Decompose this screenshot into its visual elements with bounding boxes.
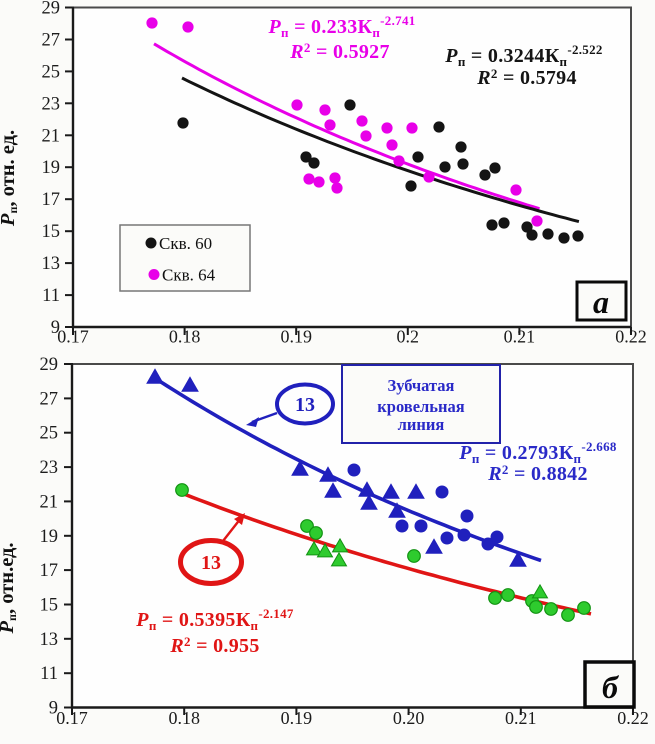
svg-text:23: 23: [40, 458, 59, 478]
svg-text:29: 29: [40, 355, 59, 375]
svg-text:а: а: [593, 284, 609, 320]
svg-text:0.17: 0.17: [57, 327, 89, 347]
svg-text:27: 27: [40, 389, 59, 409]
svg-text:13: 13: [40, 630, 59, 650]
svg-text:Pп = 0.2793Кп-2.668: Pп = 0.2793Кп-2.668: [458, 439, 617, 466]
svg-text:25: 25: [40, 424, 59, 444]
svg-text:Pп = 0.3244Кп-2.522: Pп = 0.3244Кп-2.522: [444, 42, 602, 69]
svg-text:9: 9: [49, 699, 58, 719]
svg-text:21: 21: [40, 492, 59, 512]
svg-text:15: 15: [42, 222, 61, 242]
svg-text:0.21: 0.21: [505, 708, 537, 728]
svg-text:Pп = 0.5395Кп-2.147: Pп = 0.5395Кп-2.147: [135, 606, 294, 633]
svg-text:0.17: 0.17: [56, 708, 88, 728]
svg-text:0.2: 0.2: [397, 327, 420, 347]
svg-text:Pп, отн.ед.: Pп, отн.ед.: [0, 542, 19, 634]
svg-text:Pп = 0.233Кп-2.741: Pп = 0.233Кп-2.741: [267, 13, 415, 40]
svg-text:15: 15: [40, 596, 59, 616]
svg-text:19: 19: [40, 527, 59, 547]
svg-text:0.18: 0.18: [168, 708, 200, 728]
svg-text:Pп, отн. ед.: Pп, отн. ед.: [0, 130, 20, 227]
svg-text:9: 9: [51, 318, 60, 338]
svg-text:кровельная: кровельная: [377, 397, 464, 416]
svg-text:Зубчатая: Зубчатая: [388, 376, 455, 395]
svg-text:б: б: [602, 669, 620, 705]
svg-text:0.20: 0.20: [393, 708, 425, 728]
svg-text:23: 23: [42, 94, 61, 114]
svg-text:13: 13: [295, 394, 315, 416]
svg-text:29: 29: [42, 0, 61, 19]
svg-text:21: 21: [42, 126, 61, 146]
svg-text:13: 13: [42, 254, 61, 274]
svg-text:0.18: 0.18: [169, 327, 201, 347]
svg-text:R2 = 0.8842: R2 = 0.8842: [487, 462, 588, 485]
svg-text:0.22: 0.22: [615, 327, 647, 347]
svg-text:R2 = 0.955: R2 = 0.955: [169, 634, 259, 657]
svg-text:R2 = 0.5927: R2 = 0.5927: [289, 40, 390, 63]
svg-text:11: 11: [40, 664, 58, 684]
svg-text:R2 = 0.5794: R2 = 0.5794: [476, 66, 577, 89]
svg-text:17: 17: [42, 190, 61, 210]
svg-text:0.22: 0.22: [617, 708, 649, 728]
svg-text:0.19: 0.19: [281, 708, 313, 728]
svg-text:Скв. 64: Скв. 64: [162, 266, 216, 285]
svg-text:0.21: 0.21: [504, 327, 536, 347]
svg-text:линия: линия: [398, 415, 445, 434]
svg-text:11: 11: [42, 286, 60, 306]
svg-text:19: 19: [42, 158, 61, 178]
svg-text:27: 27: [42, 31, 61, 51]
svg-text:0.19: 0.19: [280, 327, 312, 347]
svg-text:Скв. 60: Скв. 60: [159, 234, 212, 253]
svg-text:17: 17: [40, 561, 59, 581]
svg-text:13: 13: [201, 552, 221, 574]
svg-text:25: 25: [42, 62, 61, 82]
